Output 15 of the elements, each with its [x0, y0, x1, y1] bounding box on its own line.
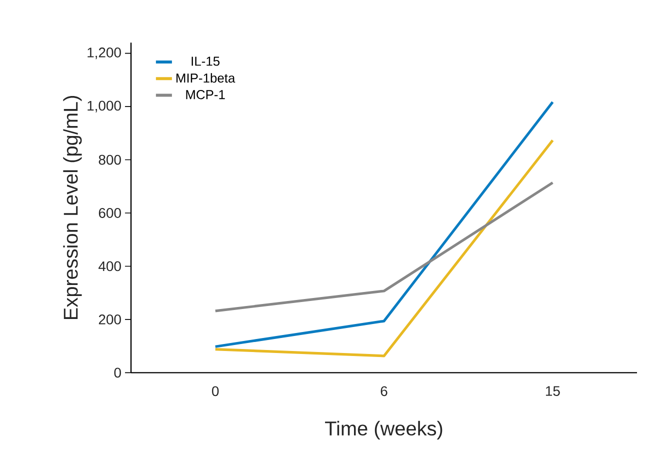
x-tick-label: 0 — [212, 386, 219, 396]
y-tick-label: 1,000 — [88, 100, 121, 112]
y-tick-label: 200 — [98, 314, 121, 324]
y-axis-title: Expression Level (pg/mL) — [63, 96, 82, 320]
y-tick-label: 800 — [98, 154, 121, 165]
legend-label: IL-15 — [192, 56, 220, 66]
y-tick-label: 0 — [114, 368, 121, 378]
x-axis-title: Time (weeks) — [325, 420, 442, 440]
y-tick-label: 1,200 — [88, 48, 121, 60]
legend-label: MCP-1 — [186, 90, 225, 100]
y-tick-label: 600 — [98, 208, 121, 218]
y-tick-label: 400 — [98, 261, 121, 272]
x-tick-label: 6 — [380, 386, 388, 396]
legend-label: MIP-1beta — [176, 73, 236, 83]
x-tick-label: 15 — [546, 386, 560, 396]
